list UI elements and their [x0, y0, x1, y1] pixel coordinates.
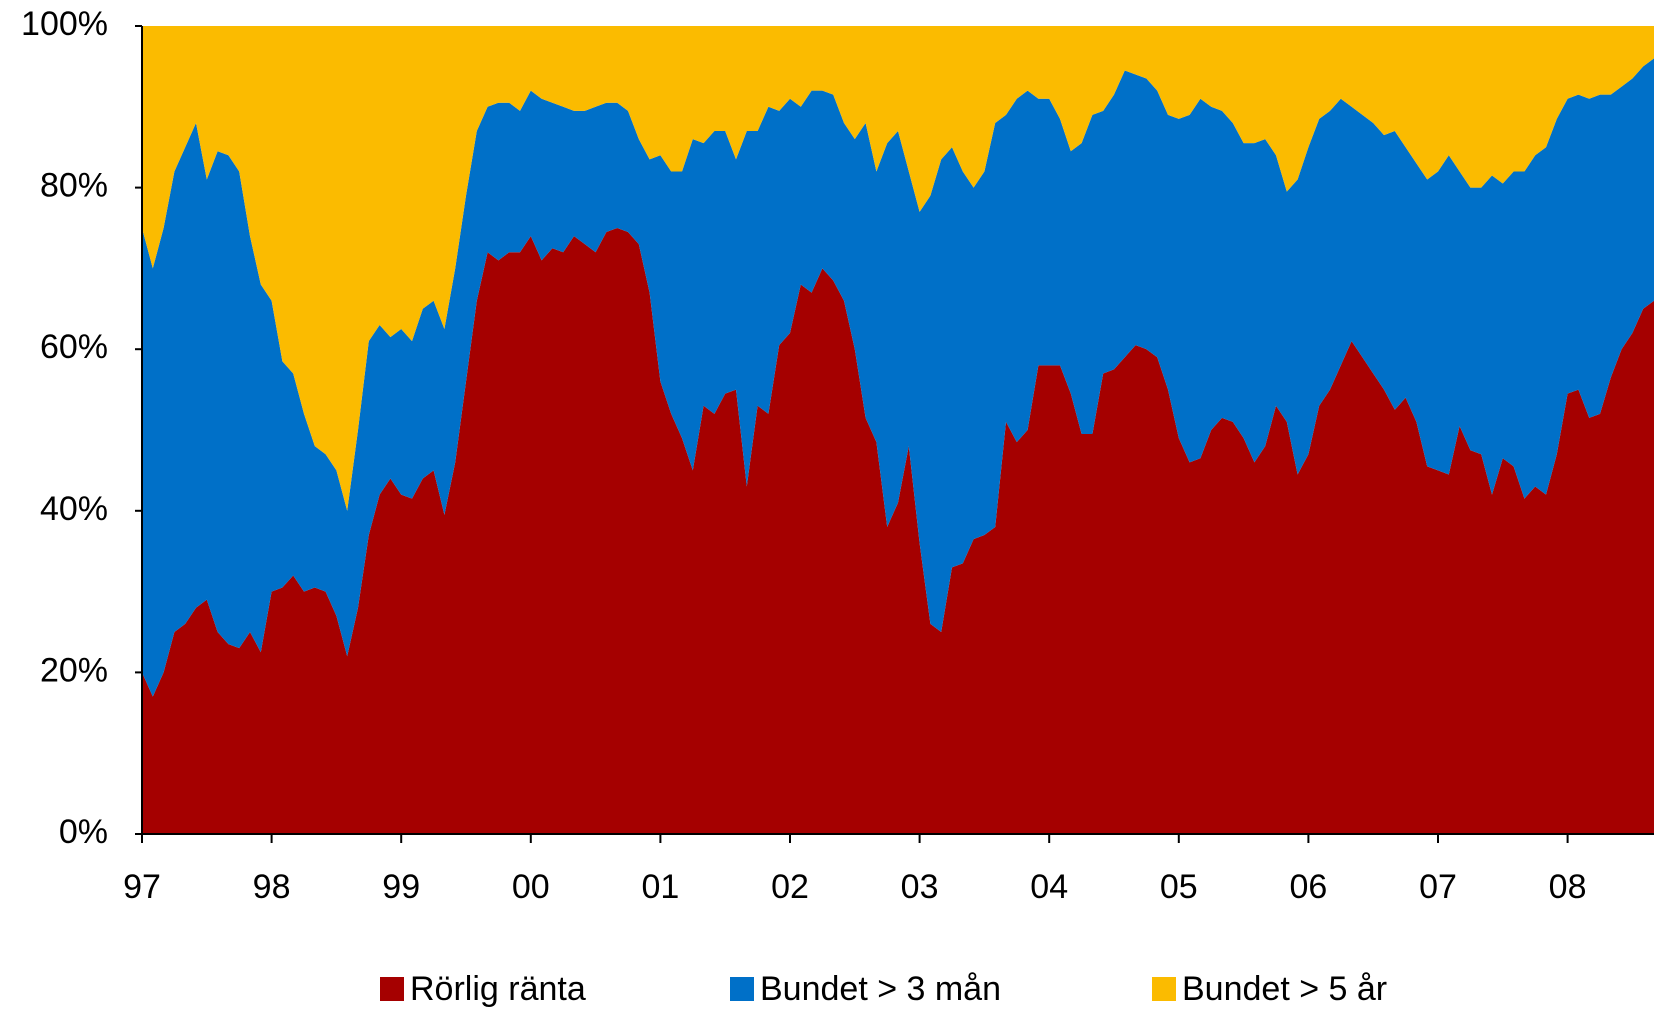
- x-tick-label: 02: [771, 868, 809, 906]
- legend-label: Bundet > 5 år: [1182, 970, 1387, 1008]
- x-tick-label: 06: [1289, 868, 1327, 906]
- area: [142, 26, 1654, 511]
- legend-swatch: [730, 977, 754, 1001]
- legend-label: Rörlig ränta: [410, 970, 586, 1008]
- x-tick-label: 97: [123, 868, 161, 906]
- x-tick-label: 01: [641, 868, 679, 906]
- x-tick-label: 04: [1030, 868, 1068, 906]
- y-tick-label: 60%: [40, 328, 108, 366]
- y-tick-label: 40%: [40, 490, 108, 528]
- x-tick-label: 05: [1160, 868, 1198, 906]
- x-tick-label: 07: [1419, 868, 1457, 906]
- y-tick-label: 80%: [40, 167, 108, 205]
- x-tick-label: 99: [382, 868, 420, 906]
- legend-swatch: [1152, 977, 1176, 1001]
- y-tick-label: 100%: [21, 5, 108, 43]
- x-tick-label: 08: [1549, 868, 1587, 906]
- y-tick-label: 20%: [40, 651, 108, 689]
- y-tick-label: 0%: [59, 813, 108, 851]
- x-tick-label: 03: [901, 868, 939, 906]
- area: [142, 228, 1654, 834]
- legend-swatch: [380, 977, 404, 1001]
- area: [142, 58, 1654, 697]
- x-tick-label: 00: [512, 868, 550, 906]
- x-tick-label: 98: [253, 868, 291, 906]
- legend-label: Bundet > 3 mån: [760, 970, 1001, 1008]
